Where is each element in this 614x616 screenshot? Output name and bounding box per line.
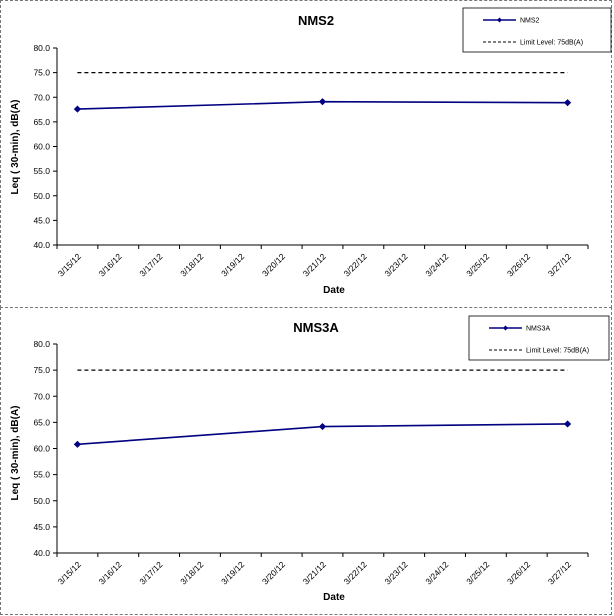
x-tick-label: 3/26/12 — [505, 559, 532, 586]
x-tick-label: 3/25/12 — [464, 251, 491, 278]
y-tick-label: 75.0 — [33, 68, 50, 78]
y-tick-label: 80.0 — [33, 339, 50, 349]
x-tick-label: 3/24/12 — [423, 251, 450, 278]
y-tick-label: 60.0 — [33, 444, 50, 454]
y-tick-label: 55.0 — [33, 166, 50, 176]
x-tick-label: 3/25/12 — [464, 559, 491, 586]
y-tick-label: 70.0 — [33, 92, 50, 102]
x-tick-label: 3/23/12 — [382, 559, 409, 586]
x-tick-label: 3/16/12 — [97, 559, 124, 586]
y-axis-label: Leq ( 30-min), dB(A) — [10, 406, 21, 501]
x-tick-label: 3/17/12 — [137, 251, 164, 278]
x-tick-label: 3/15/12 — [56, 251, 83, 278]
legend-box — [462, 7, 612, 53]
data-point — [563, 420, 572, 428]
y-tick-label: 45.0 — [33, 522, 50, 532]
chart-title: NMS2 — [298, 13, 334, 28]
y-tick-label: 50.0 — [33, 496, 50, 506]
chart-nms3a: NMS3A Leq ( 30-min), dB(A) Date 40.0 45.0… — [10, 315, 610, 603]
y-tick-label: 55.0 — [33, 470, 50, 480]
legend-box — [468, 315, 610, 361]
data-point — [73, 440, 82, 448]
y-tick-label: 40.0 — [33, 548, 50, 558]
y-tick-label: 40.0 — [33, 240, 50, 250]
y-axis-label: Leq ( 30-min), dB(A) — [10, 100, 21, 195]
legend-label: NMS2 — [520, 18, 540, 25]
x-tick-label: 3/22/12 — [342, 251, 369, 278]
legend-marker — [503, 325, 508, 331]
y-tick-label: 75.0 — [33, 365, 50, 375]
x-tick-label: 3/15/12 — [56, 559, 83, 586]
x-tick-label: 3/19/12 — [219, 559, 246, 586]
x-tick-label: 3/23/12 — [382, 251, 409, 278]
x-tick-label: 3/22/12 — [342, 559, 369, 586]
x-tick-label: 3/17/12 — [137, 559, 164, 586]
chart-nms2: NMS2 Leq ( 30-min), dB(A) Date 40.0 45.0 5… — [10, 7, 612, 296]
x-tick-label: 3/26/12 — [505, 251, 532, 278]
chart-panel-nms2: NMS2 Leq ( 30-min), dB(A) Date 40.0 45.0 5… — [0, 0, 612, 308]
legend-label: Limit Level: 75dB(A) — [526, 348, 589, 355]
x-tick-label: 3/16/12 — [97, 251, 124, 278]
legend-marker — [497, 17, 502, 23]
chart-title: NMS3A — [293, 320, 339, 335]
y-tick-label: 65.0 — [33, 117, 50, 127]
y-tick-label: 70.0 — [33, 391, 50, 401]
data-point — [563, 99, 572, 107]
x-tick-label: 3/24/12 — [423, 559, 450, 586]
legend-label: Limit Level: 75dB(A) — [520, 40, 583, 47]
x-tick-label: 3/27/12 — [546, 251, 573, 278]
y-tick-label: 50.0 — [33, 191, 50, 201]
x-tick-label: 3/18/12 — [178, 251, 205, 278]
x-tick-label: 3/19/12 — [219, 251, 246, 278]
x-tick-label: 3/21/12 — [301, 251, 328, 278]
x-tick-label: 3/20/12 — [260, 251, 287, 278]
x-tick-label: 3/18/12 — [178, 559, 205, 586]
x-axis-label: Date — [323, 285, 345, 296]
y-tick-label: 80.0 — [33, 43, 50, 53]
x-axis-label: Date — [323, 592, 345, 603]
x-tick-label: 3/20/12 — [260, 559, 287, 586]
data-point — [73, 105, 82, 113]
x-tick-label: 3/21/12 — [301, 559, 328, 586]
legend-label: NMS3A — [526, 326, 550, 333]
y-tick-label: 45.0 — [33, 215, 50, 225]
y-tick-label: 60.0 — [33, 142, 50, 152]
data-point — [318, 98, 327, 106]
x-tick-label: 3/27/12 — [546, 559, 573, 586]
y-tick-label: 65.0 — [33, 417, 50, 427]
chart-panel-nms3a: NMS3A Leq ( 30-min), dB(A) Date 40.0 45.0… — [0, 307, 612, 615]
data-point — [318, 422, 327, 431]
